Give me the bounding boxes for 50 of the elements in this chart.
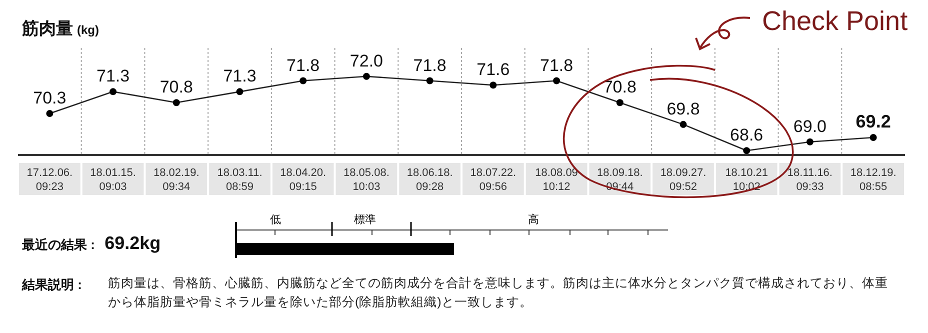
text: 標準: [354, 213, 376, 227]
data-label: 71.8: [413, 56, 446, 75]
x-tick-label: 17.12.06. 09:23: [26, 167, 73, 193]
data-label: 71.3: [96, 66, 130, 86]
data-label: 71.6: [476, 60, 510, 80]
y-axis-title: (kg): [77, 23, 99, 37]
text: 高: [528, 212, 539, 227]
point: [300, 77, 307, 84]
text: 結果説明 :: [22, 276, 82, 294]
x-tick-label: 18.02.19. 09:34: [153, 167, 200, 193]
x-tick-label: 18.03.11. 08:59: [217, 167, 262, 193]
x-tick-label: 18.01.15. 09:03: [90, 167, 136, 193]
x-tick-label: 18.12.19. 08:55: [850, 167, 896, 193]
text: 筋肉量は、骨格筋、心臓筋、内臓筋など全ての筋肉成分を合計を意味します。筋肉は主に体水分とタンパク質で構成されており、体重から体脂肪量や骨ミネラル量を除いた部分(除脂肪軟組織)と一致します。: [108, 275, 889, 311]
x-tick-label: 18.08.09 10:12: [535, 167, 578, 193]
data-label: 68.6: [730, 126, 764, 145]
point: [172, 99, 180, 106]
data-label: 70.8: [160, 78, 193, 97]
text: 最近の結果 :: [22, 237, 95, 252]
point: [236, 88, 244, 96]
data-label: 70.8: [603, 78, 636, 97]
point: [743, 147, 750, 154]
data-label: 69.2: [856, 112, 891, 132]
x-tick-label: 18.11.16. 09:33: [787, 167, 832, 193]
text: 69.2kg: [104, 233, 161, 253]
x-tick-label: 18.07.22. 09:56: [470, 167, 516, 193]
data-label: 69.8: [666, 99, 700, 118]
point: [426, 77, 434, 84]
x-tick-label: 18.06.18. 09:28: [406, 167, 453, 193]
point: [110, 88, 117, 96]
data-label: 70.3: [33, 88, 66, 108]
point: [616, 99, 624, 106]
data-label: 72.0: [350, 51, 384, 70]
data-label: 71.8: [286, 56, 320, 75]
text: Check Point: [762, 6, 908, 37]
point: [806, 138, 814, 146]
text: 低: [270, 213, 281, 227]
point: [490, 82, 497, 89]
point: [680, 120, 687, 128]
point: [362, 72, 370, 80]
point: [870, 134, 877, 142]
x-tick-label: 18.09.27. 09:52: [660, 167, 706, 193]
point: [553, 77, 560, 84]
data-label: 69.0: [793, 116, 827, 136]
chart-title: 筋肉量: [22, 19, 73, 38]
data-label: 71.3: [223, 66, 256, 86]
point: [46, 110, 54, 118]
x-tick-label: 18.05.08. 10:03: [344, 167, 390, 193]
x-tick-label: 18.04.20. 09:15: [280, 167, 326, 193]
data-label: 71.8: [540, 56, 574, 75]
